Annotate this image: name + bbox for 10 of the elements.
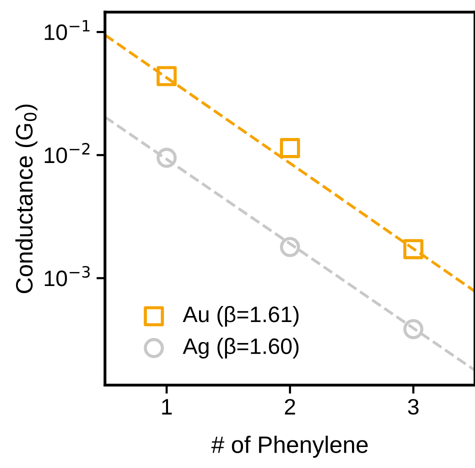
y-tick-label: 10$^{−1}$ bbox=[44, 20, 90, 40]
x-axis-title: # of Phenylene bbox=[211, 436, 368, 458]
y-axis-title: Conductance (G$_{0}$) bbox=[15, 104, 38, 294]
x-tick-label: 1 bbox=[162, 399, 172, 414]
legend-label: Ag (β=1.60) bbox=[182, 338, 299, 358]
y-tick-label: 10$^{−2}$ bbox=[44, 142, 90, 164]
x-tick-label: 2 bbox=[284, 398, 296, 414]
x-tick-label: 3 bbox=[408, 398, 419, 415]
y-tick-label: 10$^{−3}$ bbox=[44, 266, 90, 286]
legend-label: Au (β=1.61) bbox=[182, 306, 299, 327]
